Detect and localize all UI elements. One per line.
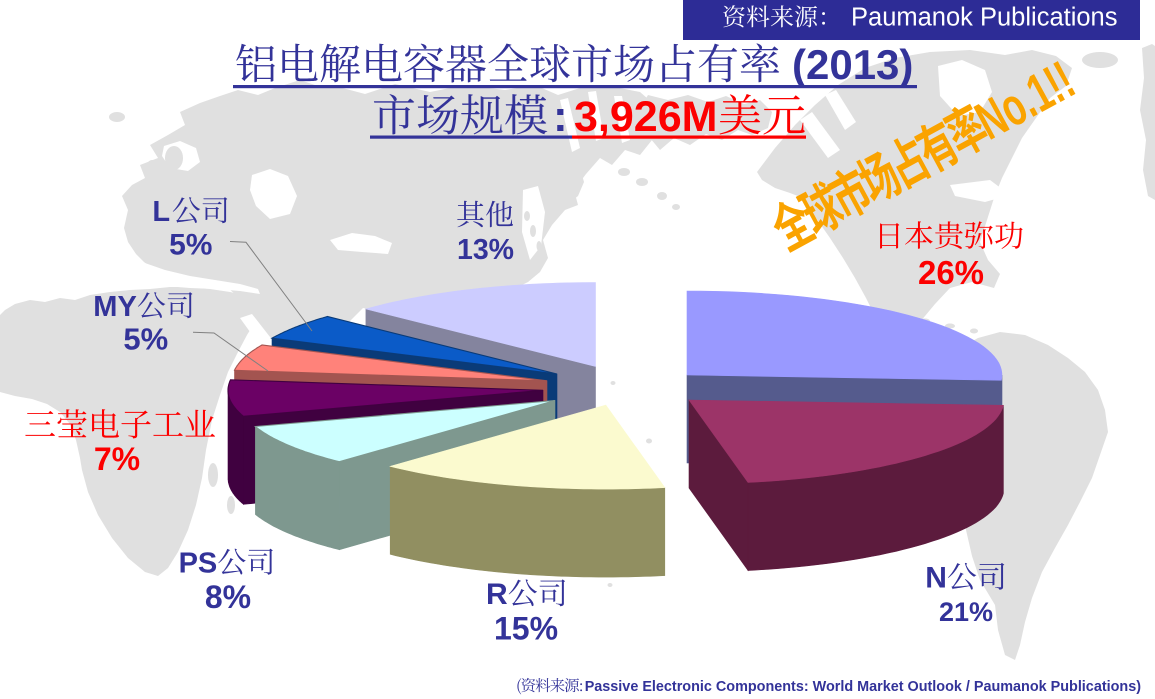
- svg-text::: :: [553, 92, 568, 141]
- svg-text:Passive Electronic Components:: Passive Electronic Components: World Mar…: [585, 679, 1141, 695]
- svg-text:MY: MY: [93, 291, 137, 323]
- svg-text:5%: 5%: [123, 322, 168, 357]
- svg-text:8%: 8%: [205, 579, 251, 615]
- svg-text:13%: 13%: [457, 234, 514, 266]
- svg-text:3,926M: 3,926M: [574, 93, 717, 141]
- svg-text:5%: 5%: [169, 229, 212, 262]
- svg-text:Paumanok Publications: Paumanok Publications: [851, 4, 1118, 32]
- svg-text:15%: 15%: [494, 611, 558, 647]
- svg-text:L: L: [152, 196, 170, 228]
- svg-text:21%: 21%: [939, 597, 993, 627]
- svg-text:N: N: [925, 562, 947, 595]
- svg-text:26%: 26%: [918, 254, 984, 291]
- svg-text:R: R: [486, 578, 508, 611]
- svg-text:(2013): (2013): [792, 41, 913, 88]
- svg-text:PS: PS: [179, 548, 218, 580]
- svg-text:7%: 7%: [94, 441, 140, 477]
